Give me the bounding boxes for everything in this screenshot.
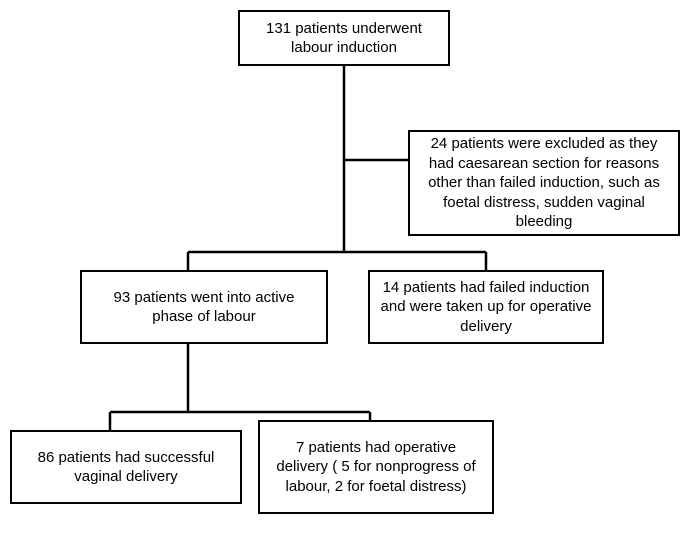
node-excluded-label: 24 patients were excluded as they had ca… (420, 134, 668, 232)
node-failed: 14 patients had failed induction and wer… (368, 270, 604, 344)
node-excluded: 24 patients were excluded as they had ca… (408, 130, 680, 236)
node-active-label: 93 patients went into active phase of la… (92, 288, 316, 327)
node-root-label: 131 patients underwent labour induction (250, 19, 438, 58)
node-root: 131 patients underwent labour induction (238, 10, 450, 66)
node-success-label: 86 patients had successful vaginal deliv… (22, 448, 230, 487)
node-success: 86 patients had successful vaginal deliv… (10, 430, 242, 504)
node-operative: 7 patients had operative delivery ( 5 fo… (258, 420, 494, 514)
node-failed-label: 14 patients had failed induction and wer… (380, 278, 592, 337)
node-operative-label: 7 patients had operative delivery ( 5 fo… (270, 438, 482, 497)
node-active: 93 patients went into active phase of la… (80, 270, 328, 344)
